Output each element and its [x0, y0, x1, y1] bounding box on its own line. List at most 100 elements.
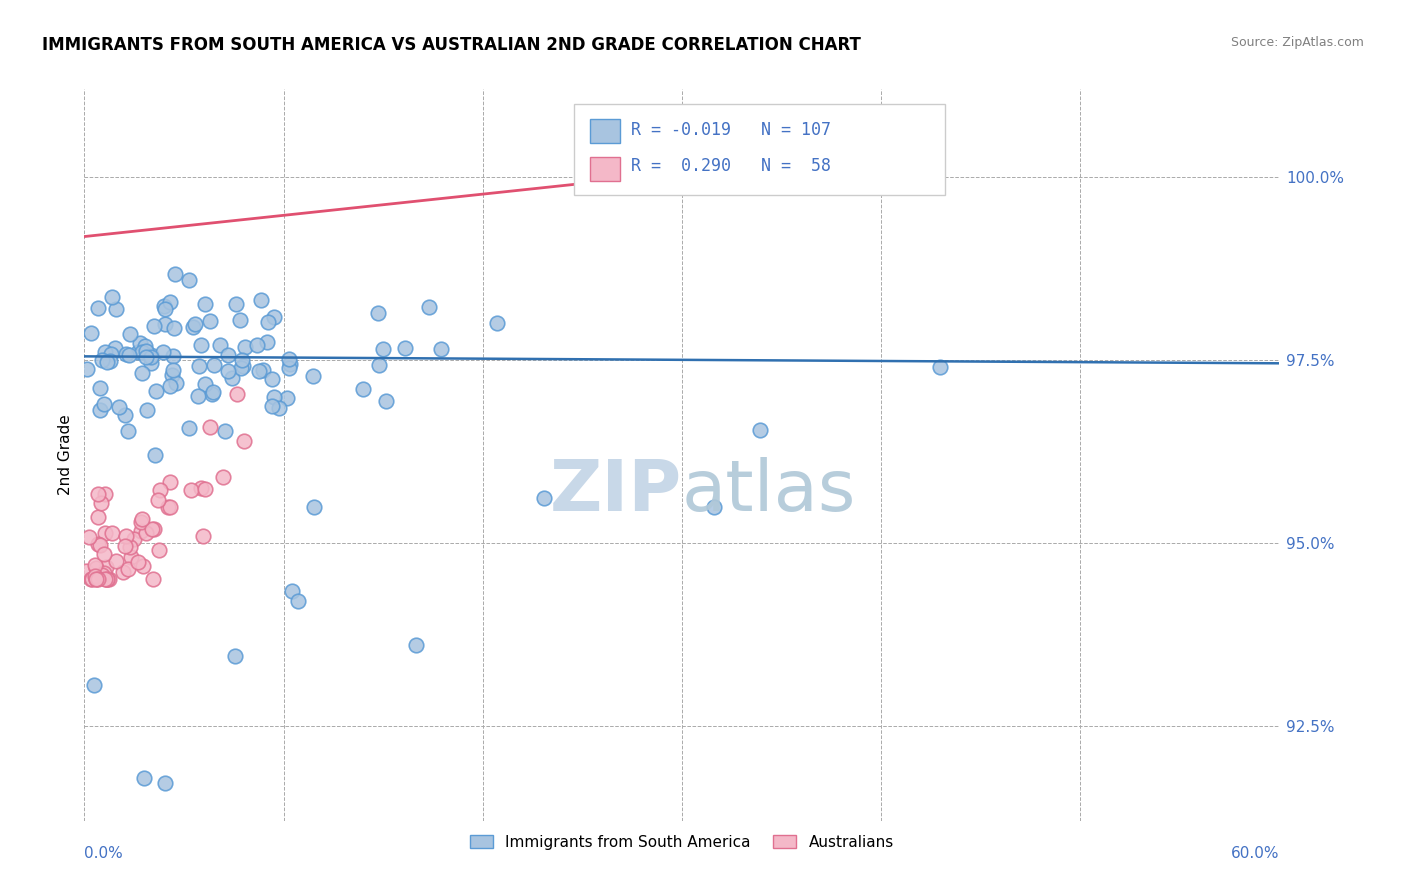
Point: [104, 341, 127, 355]
Point: [100, 346, 122, 360]
Point: [367, 358, 389, 372]
Point: [277, 360, 299, 375]
Point: [112, 565, 135, 579]
Point: [127, 344, 149, 359]
Point: [929, 359, 952, 374]
Bar: [591, 157, 620, 180]
Point: [703, 500, 725, 514]
Point: [120, 550, 142, 565]
Point: [217, 364, 239, 378]
Point: [87, 537, 110, 551]
Point: [180, 483, 202, 497]
Point: [229, 360, 252, 375]
Legend: Immigrants from South America, Australians: Immigrants from South America, Australia…: [470, 835, 894, 849]
Point: [281, 584, 304, 599]
Point: [87, 572, 110, 586]
Point: [260, 372, 283, 386]
Point: [748, 423, 770, 437]
Point: [200, 420, 222, 434]
Point: [201, 387, 224, 401]
Point: [75, 564, 97, 578]
Point: [89, 402, 111, 417]
Point: [145, 384, 167, 398]
Text: 0.0%: 0.0%: [84, 846, 124, 861]
Point: [127, 555, 149, 569]
Point: [249, 293, 271, 307]
Point: [263, 310, 285, 325]
Point: [211, 470, 233, 484]
Point: [152, 345, 174, 359]
Point: [141, 523, 163, 537]
Point: [135, 350, 157, 364]
Point: [132, 771, 155, 785]
Text: IMMIGRANTS FROM SOUTH AMERICA VS AUSTRALIAN 2ND GRADE CORRELATION CHART: IMMIGRANTS FROM SOUTH AMERICA VS AUSTRAL…: [42, 36, 860, 54]
Point: [252, 363, 274, 377]
Point: [101, 290, 124, 304]
Point: [107, 401, 129, 415]
Point: [148, 543, 170, 558]
Point: [194, 297, 217, 311]
Point: [187, 389, 209, 403]
Point: [84, 569, 107, 583]
Point: [143, 318, 166, 333]
Point: [162, 349, 184, 363]
Point: [128, 335, 150, 350]
Point: [131, 345, 153, 359]
Point: [278, 357, 301, 371]
Point: [93, 566, 115, 581]
Point: [394, 341, 416, 355]
Point: [134, 339, 156, 353]
Point: [179, 421, 201, 435]
Point: [86, 487, 108, 501]
Point: [131, 512, 153, 526]
Point: [146, 492, 169, 507]
Text: 60.0%: 60.0%: [1232, 846, 1279, 861]
Point: [162, 362, 184, 376]
Point: [94, 572, 117, 586]
Point: [375, 394, 398, 409]
Point: [79, 572, 101, 586]
Point: [231, 352, 253, 367]
Point: [405, 638, 427, 652]
Point: [181, 320, 204, 334]
Point: [117, 562, 139, 576]
Text: R =  0.290   N =  58: R = 0.290 N = 58: [630, 157, 831, 175]
Point: [84, 558, 107, 572]
Point: [276, 391, 298, 405]
Point: [91, 352, 114, 367]
Point: [135, 402, 157, 417]
Point: [124, 532, 146, 546]
Point: [96, 572, 118, 586]
Point: [117, 424, 139, 438]
Text: R = -0.019   N = 107: R = -0.019 N = 107: [630, 120, 831, 138]
Point: [100, 353, 122, 368]
Point: [87, 509, 110, 524]
Point: [76, 362, 98, 376]
Point: [94, 487, 117, 501]
Point: [184, 317, 207, 331]
Point: [159, 379, 181, 393]
Point: [141, 351, 163, 365]
Point: [142, 572, 165, 586]
Point: [77, 530, 100, 544]
Point: [141, 356, 163, 370]
Point: [114, 529, 136, 543]
Y-axis label: 2nd Grade: 2nd Grade: [58, 415, 73, 495]
Point: [82, 572, 104, 586]
Point: [257, 315, 280, 329]
Point: [135, 525, 157, 540]
Point: [430, 342, 453, 356]
Point: [232, 434, 254, 449]
Point: [143, 449, 166, 463]
Point: [260, 399, 283, 413]
Point: [96, 572, 118, 586]
Point: [93, 547, 115, 561]
Point: [190, 481, 212, 495]
Point: [418, 300, 440, 314]
Point: [96, 355, 118, 369]
Point: [91, 567, 114, 582]
Point: [89, 538, 111, 552]
Point: [84, 572, 107, 586]
Point: [94, 345, 117, 359]
Point: [97, 572, 120, 586]
